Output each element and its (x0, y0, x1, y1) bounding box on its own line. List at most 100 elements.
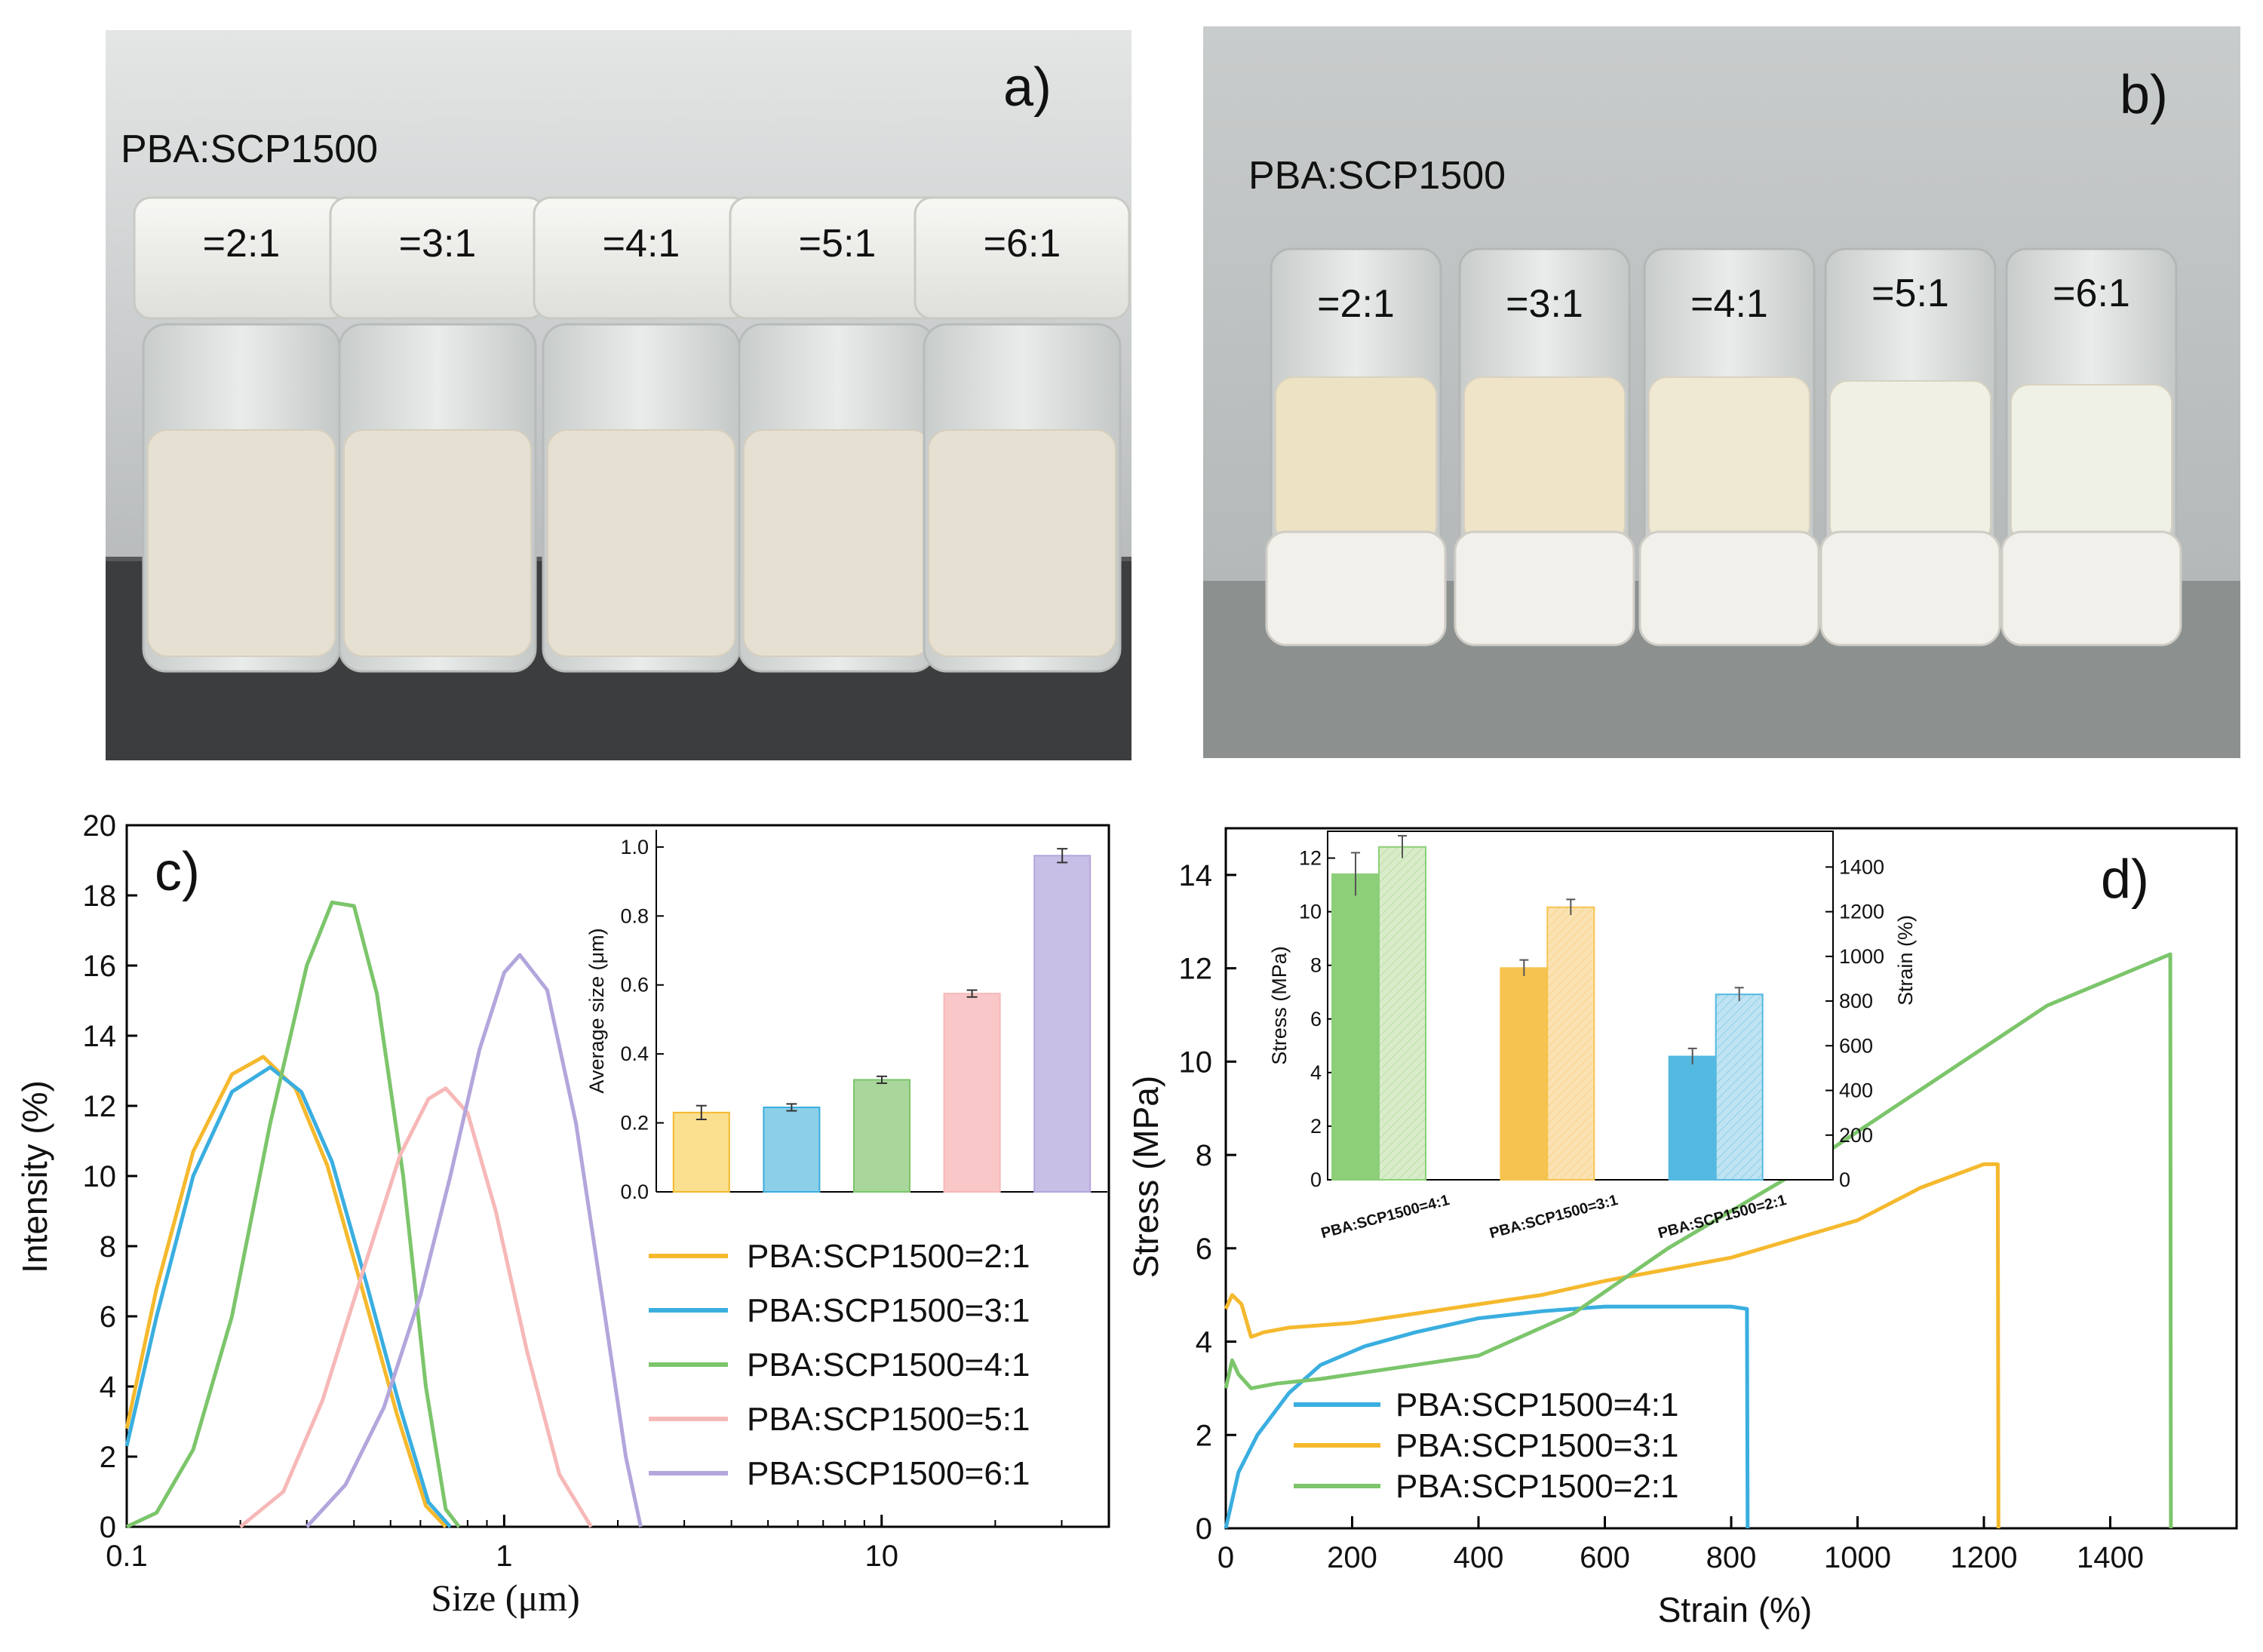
vial-b-stand (1638, 530, 1820, 646)
chart-c-ytick-label: 18 (83, 880, 117, 913)
chart-d-inset-ytick-right-label: 400 (1839, 1079, 1873, 1102)
chart-d-ylabel: Stress (MPa) (1126, 1076, 1165, 1278)
vial-b-liquid (1463, 376, 1626, 544)
chart-d-series-line (1224, 952, 2173, 1529)
vial-a-liquid (147, 429, 336, 657)
chart-d-inset-ytick-left-label: 10 (1299, 901, 1322, 923)
chart-d-series-line (1224, 1304, 1750, 1529)
chart-c-inset-ytick-label: 0.6 (620, 974, 649, 996)
chart-d-inset-ylabel-right: Strain (%) (1894, 915, 1917, 1006)
chart-d: 0 2 4 6 8 10 12 14 0 200 400 600 800 1000 1200 1400 0 2 4… (1126, 827, 2238, 1629)
chart-d-inset-ytick-left-label: 8 (1310, 954, 1322, 977)
chart-c-legend-label: PBA:SCP1500=5:1 (747, 1401, 1030, 1438)
vial-a-liquid (928, 429, 1116, 657)
panel-c-tag: c) (155, 842, 200, 902)
photo-b: =2:1 =3:1 =4:1 =5:1 =6:1 PBA:SCP1500 b) (1203, 26, 2240, 758)
chart-c-inset-ytick-label: 0.8 (620, 904, 649, 927)
chart-c-inset-bar (1033, 855, 1092, 1193)
chart-d-ytick-label: 6 (1196, 1233, 1212, 1266)
chart-c-legend-label: PBA:SCP1500=4:1 (747, 1346, 1030, 1383)
chart-d-inset-ytick-left-label: 12 (1299, 847, 1322, 870)
chart-c-ytick-label: 10 (83, 1160, 117, 1193)
chart-c-inset-ytick-label: 1.0 (620, 836, 649, 858)
chart-d-xtick-label: 1200 (1951, 1541, 2018, 1574)
chart-c-inset-bar (672, 1111, 730, 1193)
chart-d-inset-ytick-right-label: 800 (1839, 990, 1873, 1012)
chart-d-ytick-label: 12 (1179, 953, 1213, 986)
vial-b-ratio-label: =2:1 (1317, 282, 1395, 326)
chart-d-inset-ytick-left-label: 4 (1310, 1061, 1322, 1084)
chart-d-inset-ylabel-left: Stress (MPa) (1268, 946, 1291, 1065)
chart-d-inset-ytick-right-label: 600 (1839, 1034, 1873, 1057)
chart-d-inset-ytick-right-label: 0 (1839, 1168, 1850, 1191)
vial-b-liquid (1275, 376, 1437, 544)
chart-d-inset-strain-hatch (1547, 907, 1595, 1180)
chart-c-series-line (239, 1086, 593, 1528)
chart-d-xtick-label: 800 (1706, 1541, 1757, 1574)
chart-d-ytick-label: 10 (1179, 1046, 1213, 1079)
chart-d-ytick-label: 0 (1196, 1512, 1212, 1546)
vial-a-ratio-label: =5:1 (799, 222, 877, 266)
chart-c-inset-ytick-label: 0.2 (620, 1112, 649, 1135)
chart-d-inset-ytick-right-label: 1400 (1839, 855, 1884, 878)
vial-a-liquid (547, 429, 735, 657)
chart-c-xtick-label: 10 (864, 1540, 898, 1573)
chart-d-inset-strain-hatch (1715, 994, 1763, 1180)
vial-b-ratio-label: =5:1 (1872, 272, 1949, 315)
chart-c-inset-bar (853, 1079, 910, 1193)
chart-d-xtick-label: 1400 (2077, 1541, 2144, 1574)
chart-c-inset-bar (763, 1107, 821, 1193)
chart-c-ytick-label: 2 (100, 1441, 116, 1474)
chart-d-inset-stress-bar (1500, 967, 1549, 1181)
vial-a-ratio-label: =6:1 (984, 222, 1061, 266)
vial-b-ratio-label: =6:1 (2053, 272, 2130, 315)
chart-d-inset-ytick-right-label: 200 (1839, 1124, 1873, 1147)
chart-c-inset-ytick-label: 0.4 (620, 1042, 649, 1065)
chart-c-legend-label: PBA:SCP1500=3:1 (747, 1292, 1030, 1329)
chart-c-ylabel: Intensity (%) (15, 1080, 54, 1273)
vial-a-liquid (743, 429, 932, 657)
vial-b-ratio-label: =3:1 (1506, 282, 1583, 326)
chart-c-series-line (305, 953, 643, 1528)
chart-d-series-line (1224, 1162, 2000, 1529)
vial-a-ratio-label: =2:1 (203, 222, 281, 266)
chart-c-series-line (124, 1065, 452, 1528)
vial-a-ratio-label: =4:1 (603, 222, 680, 266)
photo-b-label: PBA:SCP1500 (1248, 154, 1506, 198)
panel-b-tag: b) (2120, 65, 2168, 125)
vial-b-stand (1454, 530, 1635, 646)
chart-c-inset-ylabel: Average size (μm) (585, 928, 608, 1093)
vial-b-liquid (1648, 376, 1810, 544)
vial-b-liquid (2010, 384, 2172, 544)
chart-c-inset-ytick-label: 0.0 (620, 1181, 649, 1203)
chart-d-inset-ytick-right-label: 1000 (1839, 945, 1884, 968)
chart-c: 0 2 4 6 8 10 12 14 16 18 20 0.1 1 10 0.0 0.2 0.4 0.6 0.8 1… (15, 809, 1110, 1619)
photo-a: =2:1 =3:1 =4:1 =5:1 =6:1 PBA:SCP1500 a) (106, 30, 1132, 760)
chart-d-xtick-label: 600 (1580, 1541, 1630, 1574)
chart-d-ytick-label: 8 (1196, 1139, 1212, 1172)
panel-d-tag: d) (2101, 849, 2149, 910)
vial-b-liquid (1829, 380, 1991, 544)
panel-a-tag: a) (1003, 57, 1052, 118)
chart-d-legend-label: PBA:SCP1500=2:1 (1396, 1468, 1678, 1505)
chart-c-series-line (125, 900, 461, 1529)
vial-a-cap (913, 196, 1131, 320)
chart-c-ytick-label: 12 (83, 1090, 117, 1123)
chart-d-legend-label: PBA:SCP1500=4:1 (1396, 1386, 1678, 1423)
vial-b-ratio-label: =4:1 (1690, 282, 1768, 326)
chart-d-xtick-label: 200 (1327, 1541, 1377, 1574)
chart-d-xtick-label: 0 (1217, 1541, 1234, 1574)
chart-c-legend-label: PBA:SCP1500=6:1 (747, 1455, 1030, 1492)
vial-b-stand (2000, 530, 2182, 646)
chart-d-inset-ytick-left-label: 6 (1310, 1008, 1322, 1030)
vial-a-liquid (343, 429, 532, 657)
chart-d-xlabel: Strain (%) (1658, 1590, 1812, 1629)
chart-d-inset-ytick-right-label: 1200 (1839, 901, 1884, 923)
chart-d-xtick-label: 400 (1454, 1541, 1504, 1574)
chart-c-ytick-label: 20 (83, 809, 117, 843)
chart-d-legend-label: PBA:SCP1500=3:1 (1396, 1427, 1678, 1464)
photo-a-label: PBA:SCP1500 (121, 127, 378, 171)
chart-c-ytick-label: 14 (83, 1020, 117, 1053)
chart-d-ytick-label: 14 (1179, 859, 1213, 892)
